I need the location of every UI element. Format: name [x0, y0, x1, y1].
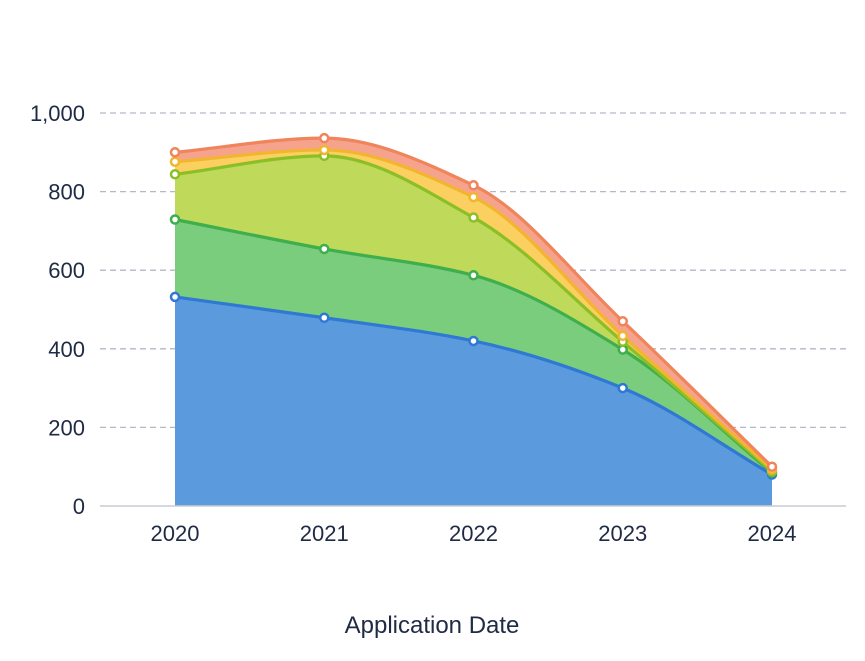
y-tick-label: 800	[48, 180, 85, 205]
y-tick-label: 200	[48, 415, 85, 440]
data-point[interactable]	[320, 146, 328, 154]
data-point[interactable]	[320, 314, 328, 322]
y-tick-label: 1,000	[30, 101, 85, 126]
data-point[interactable]	[470, 193, 478, 201]
data-point[interactable]	[171, 170, 179, 178]
data-point[interactable]	[619, 317, 627, 325]
data-point[interactable]	[470, 214, 478, 222]
y-axis-tick-labels: 0 200 400 600 800 1,000	[30, 101, 85, 519]
x-axis-title: Application Date	[345, 612, 520, 639]
x-tick-label: 2021	[300, 521, 349, 546]
data-point[interactable]	[320, 134, 328, 142]
x-tick-label: 2024	[748, 521, 797, 546]
x-tick-label: 2022	[449, 521, 498, 546]
data-point[interactable]	[171, 158, 179, 166]
data-point[interactable]	[171, 293, 179, 301]
data-point[interactable]	[320, 245, 328, 253]
data-point[interactable]	[171, 216, 179, 224]
data-point[interactable]	[470, 337, 478, 345]
data-point[interactable]	[470, 271, 478, 279]
data-point[interactable]	[619, 384, 627, 392]
y-tick-label: 400	[48, 337, 85, 362]
x-tick-label: 2020	[151, 521, 200, 546]
y-tick-label: 600	[48, 258, 85, 283]
data-point[interactable]	[470, 181, 478, 189]
data-point[interactable]	[768, 463, 776, 471]
data-point[interactable]	[619, 332, 627, 340]
x-axis-tick-labels: 2020 2021 2022 2023 2024	[151, 521, 797, 546]
data-point[interactable]	[171, 148, 179, 156]
x-tick-label: 2023	[598, 521, 647, 546]
y-tick-label: 0	[73, 494, 85, 519]
